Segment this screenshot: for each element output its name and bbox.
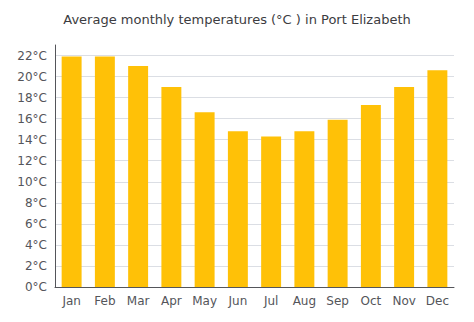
svg-text:Jul: Jul — [263, 294, 278, 308]
svg-text:Feb: Feb — [94, 294, 115, 308]
svg-text:Nov: Nov — [392, 294, 415, 308]
svg-text:22°C: 22°C — [17, 49, 47, 63]
svg-text:Sep: Sep — [326, 294, 349, 308]
svg-text:18°C: 18°C — [17, 91, 47, 105]
svg-text:20°C: 20°C — [17, 70, 47, 84]
svg-text:8°C: 8°C — [25, 196, 47, 210]
svg-text:Aug: Aug — [293, 294, 316, 308]
svg-text:2°C: 2°C — [25, 259, 47, 273]
svg-text:Apr: Apr — [161, 294, 182, 308]
svg-text:12°C: 12°C — [17, 154, 47, 168]
svg-text:Oct: Oct — [361, 294, 382, 308]
svg-text:Jun: Jun — [228, 294, 248, 308]
svg-text:14°C: 14°C — [17, 133, 47, 147]
svg-text:4°C: 4°C — [25, 238, 47, 252]
svg-text:May: May — [192, 294, 217, 308]
svg-text:Dec: Dec — [426, 294, 449, 308]
svg-text:16°C: 16°C — [17, 112, 47, 126]
svg-text:Jan: Jan — [61, 294, 81, 308]
svg-text:6°C: 6°C — [25, 217, 47, 231]
svg-text:Average monthly temperatures (: Average monthly temperatures (°C ) in Po… — [63, 12, 410, 27]
svg-text:Mar: Mar — [127, 294, 150, 308]
svg-text:0°C: 0°C — [25, 280, 47, 294]
svg-text:10°C: 10°C — [17, 175, 47, 189]
